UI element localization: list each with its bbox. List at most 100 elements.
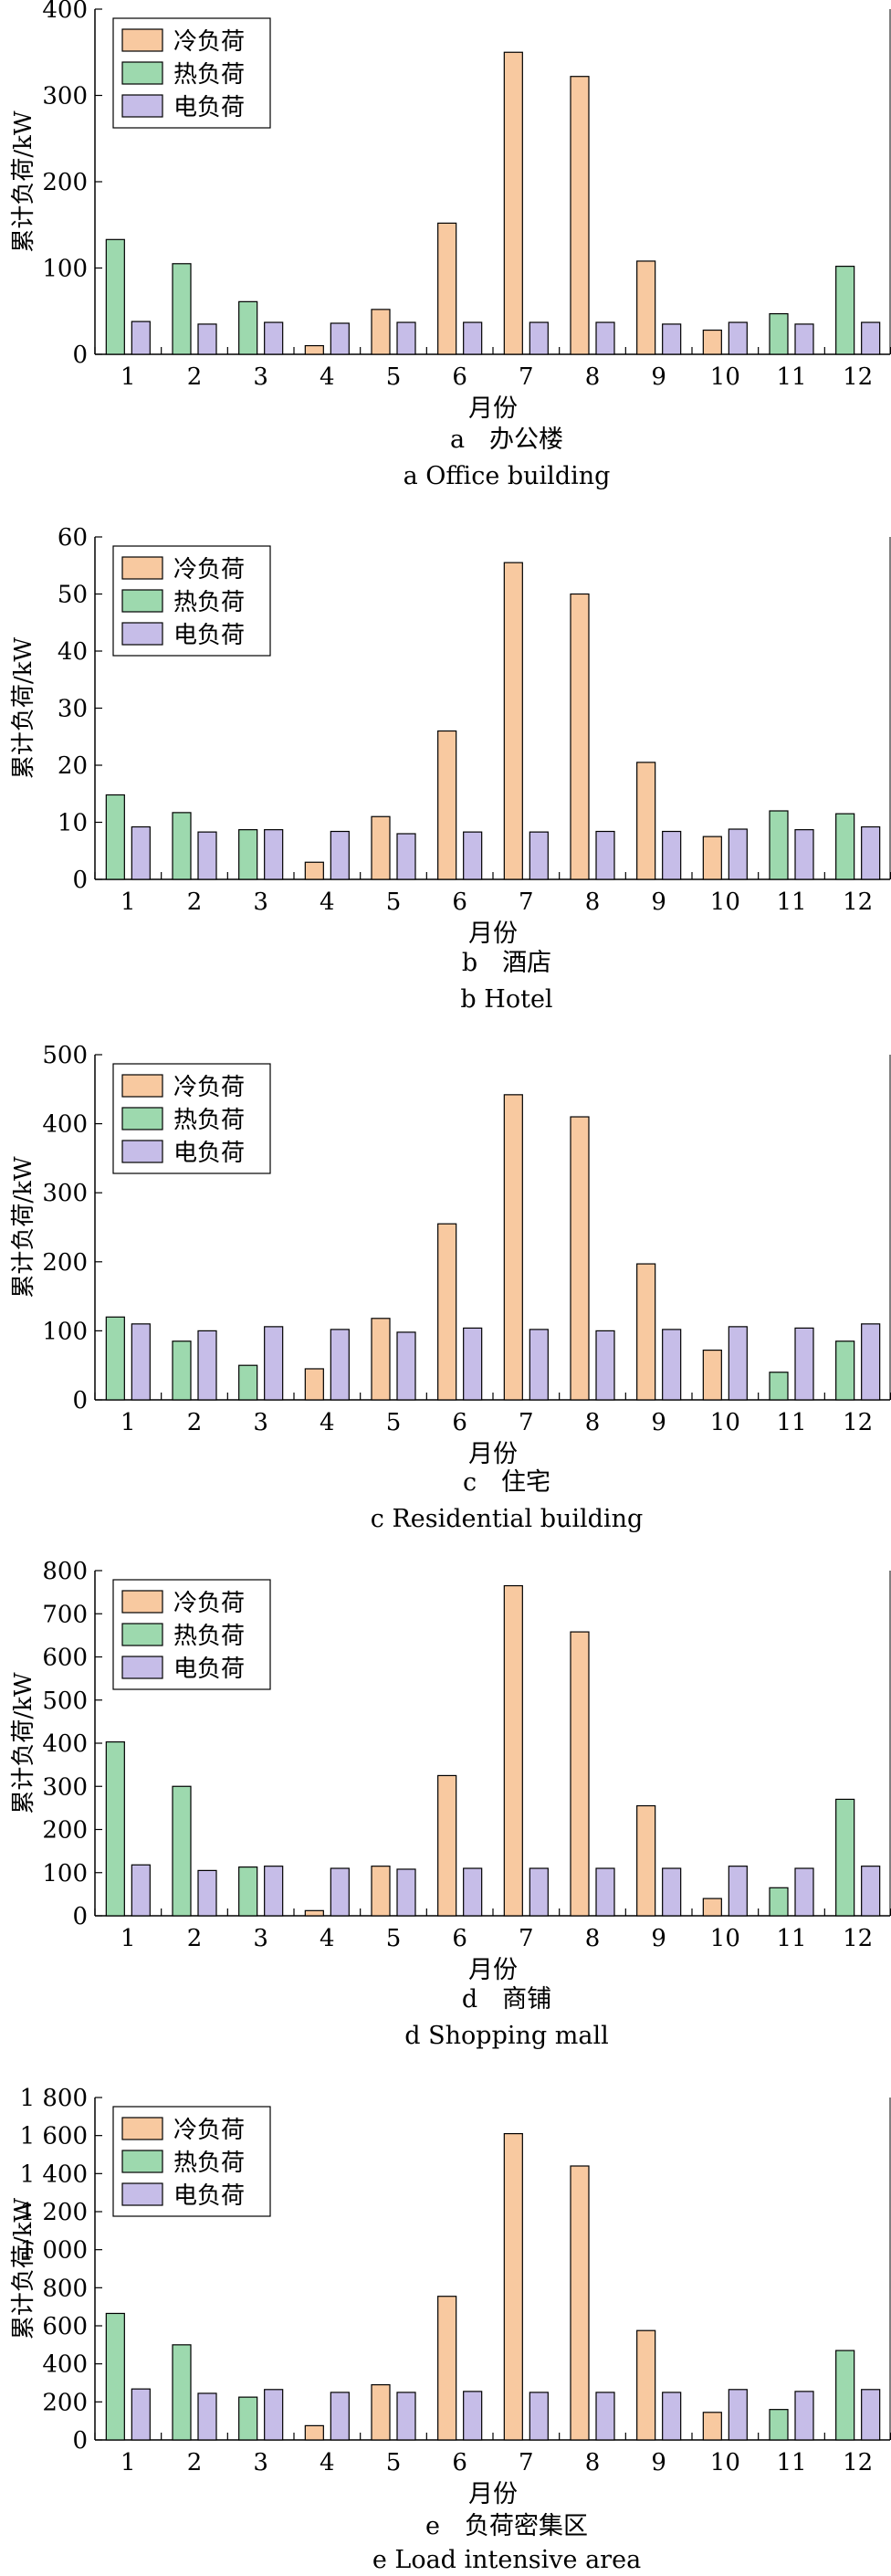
y-tick-label: 1 600 xyxy=(20,2123,88,2150)
legend-swatch-cold xyxy=(121,1074,163,1098)
x-tick-label: 8 xyxy=(585,1925,601,1952)
bar-elec-month-11 xyxy=(794,323,814,355)
y-tick-label: 700 xyxy=(42,1601,88,1628)
y-tick-label: 50 xyxy=(58,582,88,609)
y-tick-label: 400 xyxy=(42,1111,88,1139)
y-tick-label: 60 xyxy=(58,524,88,552)
x-tick-label: 3 xyxy=(253,2449,268,2476)
bar-heat-month-11 xyxy=(769,2409,789,2441)
x-tick-label: 2 xyxy=(187,1409,203,1436)
bar-heat-month-2 xyxy=(172,812,192,880)
bar-heat-month-3 xyxy=(238,829,258,880)
y-axis-title: 累计负荷/kW xyxy=(10,637,37,780)
bar-cold-month-7 xyxy=(503,2132,523,2441)
bar-elec-month-6 xyxy=(463,2391,483,2441)
bar-elec-month-5 xyxy=(396,1868,416,1917)
y-tick-label: 500 xyxy=(42,1688,88,1715)
bar-cold-month-5 xyxy=(371,815,391,880)
bar-elec-month-11 xyxy=(794,1867,814,1917)
x-tick-label: 11 xyxy=(776,2449,806,2476)
y-tick-label: 600 xyxy=(42,2313,88,2340)
y-tick-label: 400 xyxy=(42,0,88,24)
caption-cn: a 办公楼 xyxy=(450,426,563,454)
legend-label-cold: 冷负荷 xyxy=(173,1074,245,1101)
y-tick-label: 200 xyxy=(42,169,88,196)
caption-en: a Office building xyxy=(404,462,611,490)
legend-label-heat: 热负荷 xyxy=(173,589,245,616)
x-tick-label: 9 xyxy=(651,2449,666,2476)
bar-elec-month-2 xyxy=(197,2392,217,2441)
bar-elec-month-12 xyxy=(861,1866,881,1917)
bar-heat-month-11 xyxy=(769,312,789,355)
bar-elec-month-8 xyxy=(595,321,615,355)
legend-label-cold: 冷负荷 xyxy=(173,556,245,584)
y-tick-label: 0 xyxy=(72,867,88,894)
y-axis-title: 累计负荷/kW xyxy=(10,110,37,253)
x-tick-label: 1 xyxy=(121,363,136,391)
bar-elec-month-8 xyxy=(595,1867,615,1917)
y-tick-label: 200 xyxy=(42,2389,88,2416)
caption-cn: c 住宅 xyxy=(463,1468,550,1497)
bar-heat-month-12 xyxy=(835,266,855,355)
bar-elec-month-12 xyxy=(861,321,881,355)
bar-elec-month-2 xyxy=(197,1330,217,1401)
bar-elec-month-1 xyxy=(131,1323,151,1401)
y-tick-label: 1 000 xyxy=(20,2237,88,2265)
bar-elec-month-6 xyxy=(463,831,483,880)
bar-elec-month-9 xyxy=(662,2392,682,2441)
y-tick-label: 300 xyxy=(42,1180,88,1207)
bar-elec-month-1 xyxy=(131,321,151,355)
bar-elec-month-3 xyxy=(264,1866,284,1917)
bar-elec-month-1 xyxy=(131,825,151,880)
bar-heat-month-3 xyxy=(238,300,258,355)
x-tick-label: 12 xyxy=(843,888,873,916)
bar-elec-month-3 xyxy=(264,1326,284,1401)
bar-cold-month-7 xyxy=(503,1094,523,1401)
bar-cold-month-10 xyxy=(702,329,722,355)
bar-cold-month-8 xyxy=(570,1116,590,1401)
legend-swatch-cold xyxy=(121,1590,163,1614)
x-tick-label: 6 xyxy=(452,1925,467,1952)
x-axis-title: 月份 xyxy=(468,1956,518,1984)
bar-elec-month-5 xyxy=(396,2392,416,2441)
bar-cold-month-7 xyxy=(503,51,523,355)
bar-heat-month-1 xyxy=(105,238,125,355)
y-tick-label: 1 200 xyxy=(20,2199,88,2226)
y-tick-label: 100 xyxy=(42,1860,88,1887)
y-tick-label: 20 xyxy=(58,752,88,780)
y-tick-label: 40 xyxy=(58,638,88,666)
bar-cold-month-10 xyxy=(702,1898,722,1917)
y-axis-title: 累计负荷/kW xyxy=(10,1156,37,1299)
x-tick-label: 9 xyxy=(651,1409,666,1436)
y-tick-label: 1 400 xyxy=(20,2161,88,2188)
x-tick-label: 3 xyxy=(253,1925,268,1952)
bar-heat-month-12 xyxy=(835,813,855,880)
y-tick-label: 200 xyxy=(42,1817,88,1845)
x-tick-label: 10 xyxy=(710,1925,740,1952)
bar-elec-month-10 xyxy=(728,1866,748,1917)
legend-label-elec: 电负荷 xyxy=(173,2182,245,2210)
y-tick-label: 0 xyxy=(72,342,88,369)
bar-elec-month-6 xyxy=(463,1327,483,1401)
x-axis-title: 月份 xyxy=(468,920,518,948)
bar-elec-month-5 xyxy=(396,321,416,355)
y-tick-label: 30 xyxy=(58,696,88,723)
legend-label-elec: 电负荷 xyxy=(173,94,245,121)
x-tick-label: 2 xyxy=(187,363,203,391)
x-tick-label: 3 xyxy=(253,888,268,916)
bar-heat-month-3 xyxy=(238,1866,258,1917)
x-tick-label: 2 xyxy=(187,2449,203,2476)
x-tick-label: 5 xyxy=(386,1409,402,1436)
bar-cold-month-10 xyxy=(702,836,722,880)
x-tick-label: 3 xyxy=(253,1409,268,1436)
x-tick-label: 6 xyxy=(452,1409,467,1436)
x-tick-label: 6 xyxy=(452,888,467,916)
bar-cold-month-9 xyxy=(636,1263,656,1401)
bar-cold-month-10 xyxy=(702,1349,722,1401)
y-tick-label: 0 xyxy=(72,2427,88,2455)
bar-heat-month-2 xyxy=(172,263,192,355)
bar-elec-month-2 xyxy=(197,831,217,880)
x-tick-label: 12 xyxy=(843,1925,873,1952)
y-tick-label: 100 xyxy=(42,1318,88,1345)
